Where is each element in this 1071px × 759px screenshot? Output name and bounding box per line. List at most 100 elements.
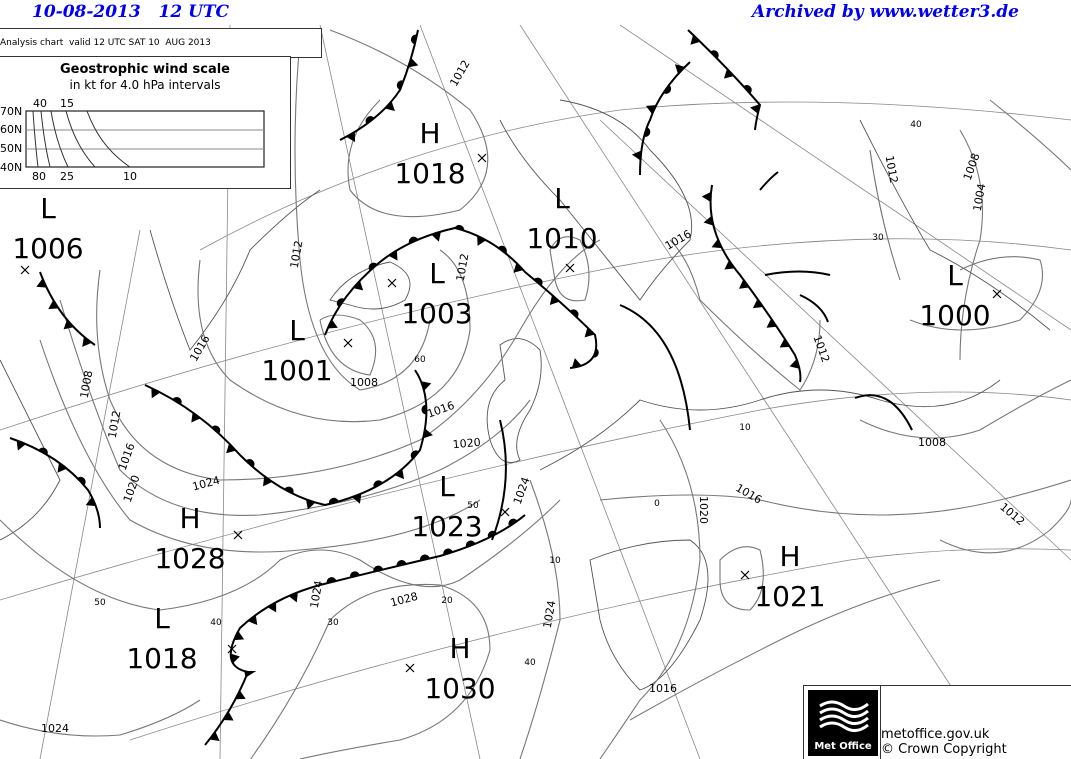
archive-credit[interactable]: Archived by www.wetter3.de xyxy=(752,2,1019,22)
cold-front-triangle xyxy=(723,68,734,79)
cold-front-triangle xyxy=(750,104,760,114)
center-pressure: 1023 xyxy=(411,510,482,543)
site-url[interactable]: metoffice.gov.uk xyxy=(881,727,990,742)
warm-front-semicircle xyxy=(497,245,507,254)
center-pressure: 1021 xyxy=(754,580,825,613)
labrador-coast xyxy=(0,359,61,541)
isobar xyxy=(869,149,901,281)
center-type: H xyxy=(779,540,800,573)
center-type: L xyxy=(40,192,56,225)
isobar xyxy=(0,499,561,611)
trough-line xyxy=(854,394,913,431)
warm-front-semicircle xyxy=(326,577,337,584)
wind-scale-title: Geostrophic wind scale xyxy=(59,62,230,77)
meridian xyxy=(619,24,1071,331)
cold-front-triangle xyxy=(82,336,92,347)
isobar-label: 1012 xyxy=(106,409,124,439)
occluded-front xyxy=(144,369,428,507)
center-cross-icon xyxy=(233,530,243,540)
occluded-front xyxy=(339,29,419,141)
warm-front-semicircle xyxy=(643,127,651,137)
cold-front-triangle xyxy=(549,294,560,306)
isobar xyxy=(39,339,481,553)
isobar-label: 1016 xyxy=(649,682,677,695)
isobar-label: 1012 xyxy=(883,154,901,184)
copyright: © Crown Copyright xyxy=(881,742,1007,757)
meridian xyxy=(419,24,701,759)
center-pressure: 1006 xyxy=(12,232,83,265)
center-type: L xyxy=(154,602,170,635)
grid-label: 10 xyxy=(739,423,751,433)
center-type: H xyxy=(449,632,470,665)
grid-label: 50 xyxy=(94,598,106,608)
trough-line xyxy=(799,294,829,323)
isobar-label: 1020 xyxy=(452,436,481,451)
isobar xyxy=(319,314,377,376)
cold-front-triangle xyxy=(789,359,800,369)
cold-front-triangle xyxy=(151,387,161,399)
isobar xyxy=(599,419,701,759)
center-type: L xyxy=(947,259,963,292)
cold-front-triangle xyxy=(235,690,246,700)
cold-front-triangle xyxy=(711,238,722,249)
met-office-logo: Met Office xyxy=(808,690,878,756)
occluded-front xyxy=(687,29,762,131)
isobar-label: 1012 xyxy=(454,252,472,282)
center-cross-icon xyxy=(565,263,575,273)
warm-front-semicircle xyxy=(38,447,48,455)
scale-lat-label: 40N xyxy=(0,161,23,174)
cold-front-triangle xyxy=(388,250,398,261)
center-type: H xyxy=(179,502,200,535)
center-pressure: 1030 xyxy=(424,672,495,705)
center-pressure: 1010 xyxy=(526,222,597,255)
grid-label: 30 xyxy=(327,618,339,628)
warm-front-semicircle xyxy=(328,497,339,505)
cold-front-triangle xyxy=(63,319,74,330)
center-type: L xyxy=(554,182,570,215)
cold-front-triangle xyxy=(701,191,712,202)
cold-front-triangle xyxy=(353,280,364,291)
parallel xyxy=(199,101,1071,251)
graticule xyxy=(0,24,1071,759)
cold-front-triangle xyxy=(305,499,316,510)
cold-front xyxy=(204,584,321,746)
isobar-label: 1008 xyxy=(78,369,96,399)
divider xyxy=(880,686,881,759)
chart-validity-text: Analysis chart valid 12 UTC SAT 10 AUG 2… xyxy=(0,38,211,48)
warm-front-semicircle xyxy=(487,530,498,538)
cold-front-triangle xyxy=(645,105,657,115)
center-pressure: 1018 xyxy=(126,642,197,675)
cold-front-triangle xyxy=(766,318,777,328)
cold-front-triangle xyxy=(513,262,524,273)
scandinavia-coast xyxy=(499,99,693,301)
cold-front xyxy=(39,271,96,346)
isobar-label: 1012 xyxy=(810,333,832,364)
cold-front-triangle xyxy=(209,731,220,741)
trough-line xyxy=(619,304,691,431)
cold-front-triangle xyxy=(247,614,258,626)
warm-front-semicircle xyxy=(710,50,719,59)
isobar xyxy=(96,239,601,481)
front-symbols xyxy=(16,34,800,741)
warm-front-semicircle xyxy=(408,236,419,244)
warm-front-semicircle xyxy=(569,309,579,318)
grid-label: 0 xyxy=(654,499,660,509)
isobar-label: 1012 xyxy=(997,500,1027,528)
pressure-centers: L1006H1018L1010L1003L1001L1000H1028L1023… xyxy=(12,117,1002,705)
warm-front-semicircle xyxy=(373,565,384,572)
warm-front-semicircle xyxy=(663,84,672,94)
cold-front-triangle xyxy=(584,327,595,338)
trough-line xyxy=(759,171,779,191)
isobar-label: 1028 xyxy=(389,590,419,610)
cold-front-triangle xyxy=(233,631,245,641)
parallel xyxy=(0,238,1071,431)
center-type: L xyxy=(439,470,455,503)
isobar-label: 1004 xyxy=(971,182,989,212)
isobar xyxy=(549,236,590,302)
wind-scale-subtitle: in kt for 4.0 hPa intervals xyxy=(69,78,221,92)
isobar xyxy=(0,699,201,737)
isobar xyxy=(859,379,1071,439)
center-cross-icon xyxy=(992,289,1002,299)
